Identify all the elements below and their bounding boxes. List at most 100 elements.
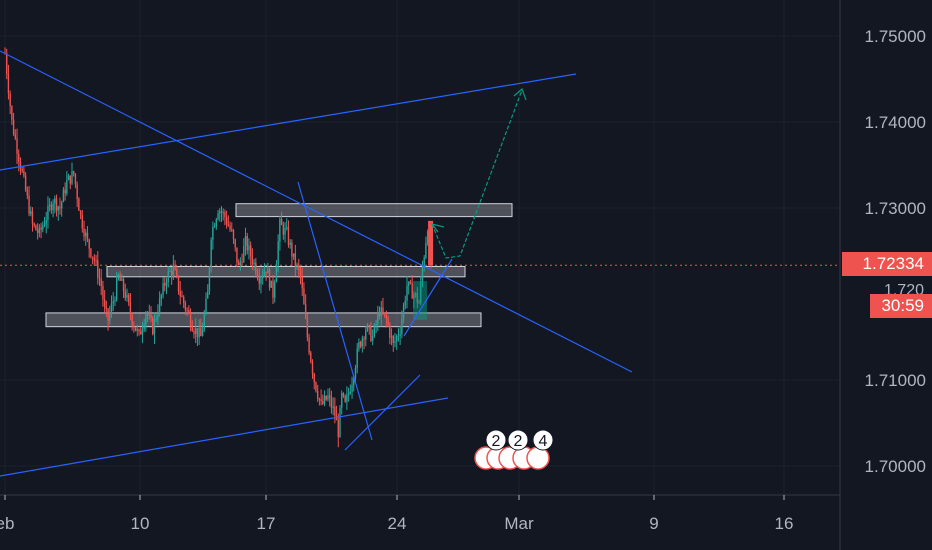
candle-body bbox=[145, 313, 147, 325]
candle-body bbox=[268, 269, 271, 288]
candle-body bbox=[219, 211, 221, 214]
candle-body bbox=[224, 212, 226, 218]
candle-body bbox=[155, 318, 157, 320]
candle-body bbox=[334, 406, 336, 416]
candle-body bbox=[165, 281, 168, 286]
candle-body bbox=[97, 260, 99, 278]
trendline bbox=[0, 397, 449, 477]
candle-body bbox=[88, 239, 90, 249]
candle-body bbox=[299, 269, 302, 276]
zone-rect bbox=[235, 203, 513, 218]
candle-body bbox=[127, 294, 130, 303]
candle-body bbox=[399, 333, 401, 336]
candle-body bbox=[313, 373, 315, 383]
candle-body bbox=[251, 256, 254, 265]
trendline bbox=[344, 374, 421, 451]
candle-body bbox=[117, 274, 120, 279]
event-count-bubble bbox=[507, 429, 529, 451]
candle-body bbox=[301, 275, 303, 289]
y-tick-label: 1.71000 bbox=[865, 371, 926, 390]
candle-body bbox=[14, 134, 17, 139]
candle-body bbox=[40, 227, 42, 230]
candle-body bbox=[258, 278, 260, 284]
candle-body bbox=[409, 281, 412, 284]
event-count-label: 4 bbox=[539, 433, 548, 450]
candle-body bbox=[177, 275, 180, 292]
candle-body bbox=[201, 328, 204, 337]
candle-body bbox=[234, 239, 236, 248]
candle-body bbox=[292, 253, 295, 257]
candle-body bbox=[253, 262, 255, 265]
candle-body bbox=[38, 227, 41, 233]
x-tick-label: 17 bbox=[257, 514, 276, 533]
candle-body bbox=[76, 184, 78, 199]
candle-body bbox=[260, 278, 262, 284]
candle-body bbox=[241, 261, 243, 263]
candle-body bbox=[377, 314, 379, 324]
candle-body bbox=[181, 296, 183, 298]
last-price-badge: 1.72334 bbox=[842, 252, 932, 276]
candle-body bbox=[67, 175, 70, 180]
zone-rect bbox=[106, 265, 466, 278]
trendline bbox=[0, 50, 633, 373]
candle-body bbox=[262, 276, 264, 279]
candle-body bbox=[54, 198, 56, 204]
candle-body bbox=[59, 206, 61, 209]
candle-body bbox=[229, 225, 231, 230]
candle-body bbox=[203, 313, 205, 329]
candle-body bbox=[208, 267, 211, 292]
candle-body bbox=[36, 230, 39, 233]
candle-body bbox=[91, 256, 94, 258]
candle-body bbox=[162, 283, 164, 295]
candle-body bbox=[256, 273, 259, 279]
price-axis[interactable]: 1.75000 1.74000 1.73000 1.71000 1.70000 bbox=[865, 27, 926, 476]
y-tick-label: 1.73000 bbox=[865, 199, 926, 218]
projection-arrows[interactable] bbox=[430, 87, 527, 259]
candle-body bbox=[294, 253, 297, 267]
candle-body bbox=[397, 335, 400, 337]
candle-body bbox=[270, 280, 272, 288]
candle-body bbox=[222, 212, 224, 214]
x-tick-label: 10 bbox=[131, 514, 150, 533]
candle-body bbox=[246, 235, 248, 251]
candle-body bbox=[402, 305, 405, 319]
candle-body bbox=[74, 173, 77, 185]
candle-body bbox=[153, 318, 156, 335]
candle-body bbox=[370, 326, 372, 341]
candle-body bbox=[179, 291, 181, 297]
candle-body bbox=[359, 341, 362, 347]
candle-body bbox=[207, 291, 209, 299]
candle-body bbox=[213, 226, 216, 228]
candle-body bbox=[354, 368, 357, 379]
candle-body bbox=[358, 341, 360, 349]
candle-body bbox=[107, 308, 109, 321]
candle-body bbox=[102, 285, 104, 300]
candle-body bbox=[255, 262, 257, 274]
candle-body bbox=[366, 325, 369, 331]
x-tick-label: 9 bbox=[649, 514, 658, 533]
projection-arrow bbox=[431, 89, 523, 259]
candle-body bbox=[138, 329, 140, 332]
candle-body bbox=[146, 313, 149, 316]
candle-body bbox=[24, 175, 27, 191]
candle-body bbox=[231, 229, 233, 231]
candle-body bbox=[121, 279, 123, 281]
candle-body bbox=[60, 201, 63, 209]
candle-body bbox=[389, 325, 391, 338]
candle-body bbox=[33, 223, 35, 226]
candle-body bbox=[188, 310, 190, 314]
candle-body bbox=[23, 171, 25, 176]
candle-body bbox=[361, 338, 364, 347]
candle-body bbox=[383, 313, 386, 315]
time-axis[interactable]: eb 10 17 24 Mar 9 16 bbox=[0, 495, 793, 533]
candle-body bbox=[289, 242, 291, 245]
candle-body bbox=[129, 302, 132, 315]
candle-body bbox=[378, 314, 381, 317]
candle-body bbox=[237, 262, 240, 266]
trendlines[interactable] bbox=[0, 50, 633, 477]
candle-body bbox=[85, 232, 87, 237]
candle-body bbox=[298, 264, 300, 270]
candle-body bbox=[315, 382, 317, 391]
